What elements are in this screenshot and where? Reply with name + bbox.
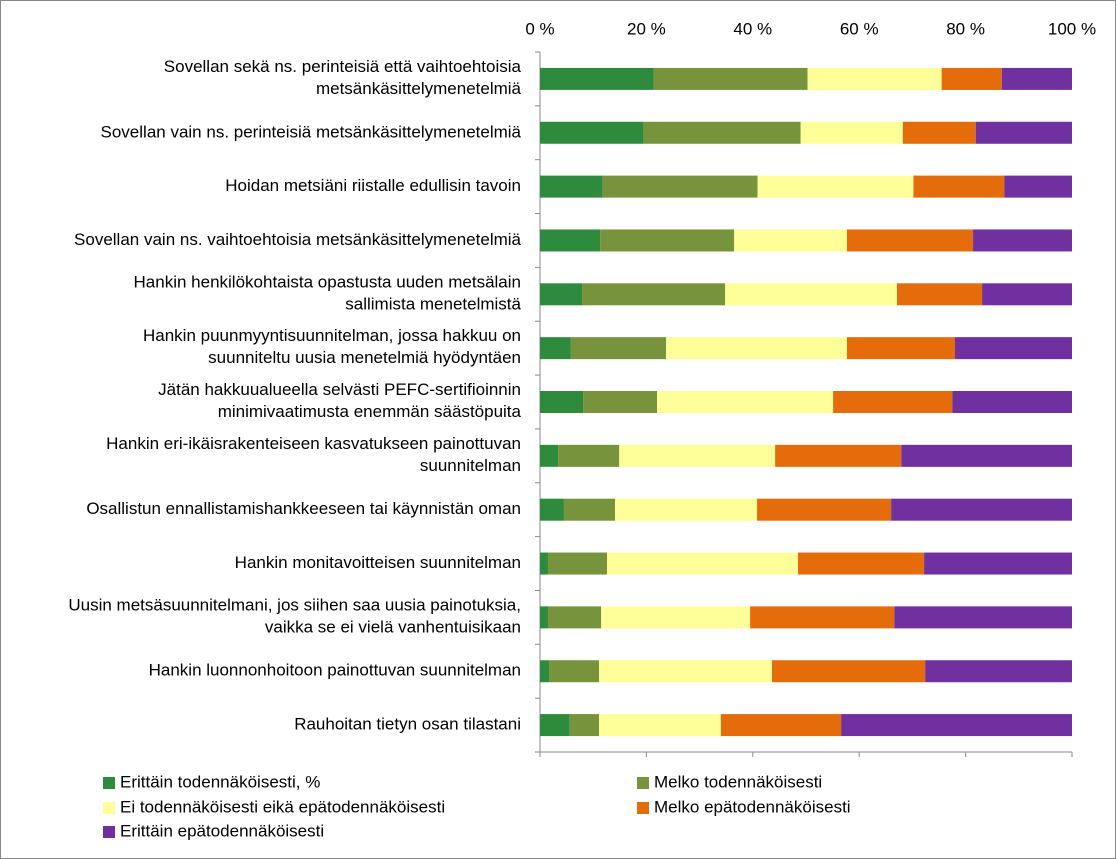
bar-segment xyxy=(540,498,564,521)
bar-segment xyxy=(599,714,721,737)
bar-segment xyxy=(657,391,834,413)
bar-segment xyxy=(973,229,1072,252)
bar-segment xyxy=(896,283,983,306)
category-label: Uusin metsäsuunnitelmani, jos siihen saa… xyxy=(68,596,521,637)
legend-swatch xyxy=(637,777,649,789)
x-tick-label: 20 % xyxy=(627,19,666,38)
legend-label: Erittäin epätodennäköisesti xyxy=(120,821,324,840)
category-label: Hoidan metsiäni riistalle edullisin tavo… xyxy=(225,176,521,195)
bar-segment xyxy=(1004,175,1072,198)
bar-segment xyxy=(569,714,600,737)
category-label: Sovellan sekä ns. perinteisiä että vaiht… xyxy=(164,57,522,98)
bar-segment xyxy=(924,552,1072,575)
bar-segment xyxy=(725,283,897,306)
bar-segment xyxy=(643,121,801,144)
bar-segment xyxy=(583,391,658,413)
bar-segment xyxy=(619,444,776,467)
category-label: Hankin luonnonhoitoon painottuvan suunni… xyxy=(149,661,521,680)
bar-segment xyxy=(891,498,1072,521)
bar-segment xyxy=(558,444,620,467)
category-label: Sovellan vain ns. vaihtoehtoisia metsänk… xyxy=(74,230,522,249)
bar-segment xyxy=(540,283,583,306)
x-tick-label: 60 % xyxy=(840,19,879,38)
bar-segment xyxy=(653,67,808,90)
bar-segment xyxy=(941,67,1002,90)
legend-label: Ei todennäköisesti eikä epätodennäköises… xyxy=(120,797,445,816)
legend-label: Erittäin todennäköisesti, % xyxy=(120,772,320,791)
bar-segment xyxy=(775,444,902,467)
bar-segment xyxy=(582,283,726,306)
bar-segment xyxy=(913,175,1005,198)
legend-swatch xyxy=(103,802,115,814)
category-label: Osallistun ennallistamishankkeeseen tai … xyxy=(86,499,521,518)
bar-segment xyxy=(540,552,548,575)
bar-segment xyxy=(540,391,584,413)
bar-segment xyxy=(798,552,925,575)
bar-segment xyxy=(833,391,953,413)
x-tick-label: 0 % xyxy=(525,19,554,38)
legend-label: Melko todennäköisesti xyxy=(654,772,822,791)
bar-segment xyxy=(540,67,654,90)
bar-segment xyxy=(607,552,799,575)
category-label: Hankin eri-ikäisrakenteiseen kasvatuksee… xyxy=(106,434,521,475)
bar-segment xyxy=(800,121,903,144)
bar-segment xyxy=(757,175,914,198)
legend-swatch xyxy=(103,777,115,789)
bar-segment xyxy=(615,498,758,521)
bar-segment xyxy=(549,660,600,683)
bar-segment xyxy=(540,229,601,252)
bar-segment xyxy=(547,606,602,629)
bar-segment xyxy=(720,714,842,737)
category-label: Sovellan vain ns. perinteisiä metsänkäsi… xyxy=(101,122,522,141)
bar-segment xyxy=(599,660,772,683)
category-label: Hankin puunmyyntisuunnitelman, jossa hak… xyxy=(143,327,521,368)
category-label: Jätän hakkuualueella selvästi PEFC-serti… xyxy=(158,380,521,421)
bar-segment xyxy=(902,121,976,144)
bar-segment xyxy=(1001,67,1072,90)
bar-segment xyxy=(901,444,1072,467)
bar-segment xyxy=(841,714,1072,737)
bar-segment xyxy=(540,337,571,360)
legend-label: Melko epätodennäköisesti xyxy=(654,797,851,816)
legend-swatch xyxy=(637,802,649,814)
bar-segment xyxy=(600,229,735,252)
legend-swatch xyxy=(103,826,115,838)
bar-segment xyxy=(750,606,895,629)
bar-segment xyxy=(954,337,1072,360)
category-label: Hankin monitavoitteisen suunnitelman xyxy=(235,553,521,572)
bar-segment xyxy=(757,498,892,521)
bar-segment xyxy=(540,606,548,629)
bar-segment xyxy=(807,67,942,90)
bar-segment xyxy=(540,714,570,737)
x-tick-label: 40 % xyxy=(733,19,772,38)
category-label: Hankin henkilökohtaista opastusta uuden … xyxy=(134,273,522,314)
x-tick-label: 80 % xyxy=(946,19,985,38)
bar-segment xyxy=(540,175,603,198)
bar-segment xyxy=(846,337,955,360)
bar-segment xyxy=(540,121,644,144)
bar-segment xyxy=(952,391,1072,413)
bar-segment xyxy=(982,283,1072,306)
bar-segment xyxy=(540,444,559,467)
bar-segment xyxy=(602,175,758,198)
bar-segment xyxy=(563,498,616,521)
x-tick-label: 100 % xyxy=(1048,19,1096,38)
category-label: Rauhoitan tietyn osan tilastani xyxy=(294,715,521,734)
bar-segment xyxy=(771,660,926,683)
bar-segment xyxy=(570,337,667,360)
bar-segment xyxy=(894,606,1072,629)
bar-segment xyxy=(601,606,751,629)
bar-segment xyxy=(734,229,847,252)
bar-segment xyxy=(540,660,550,683)
bar-segment xyxy=(846,229,974,252)
bar-segment xyxy=(666,337,847,360)
bar-segment xyxy=(975,121,1072,144)
bar-segment xyxy=(925,660,1072,683)
bar-segment xyxy=(547,552,608,575)
